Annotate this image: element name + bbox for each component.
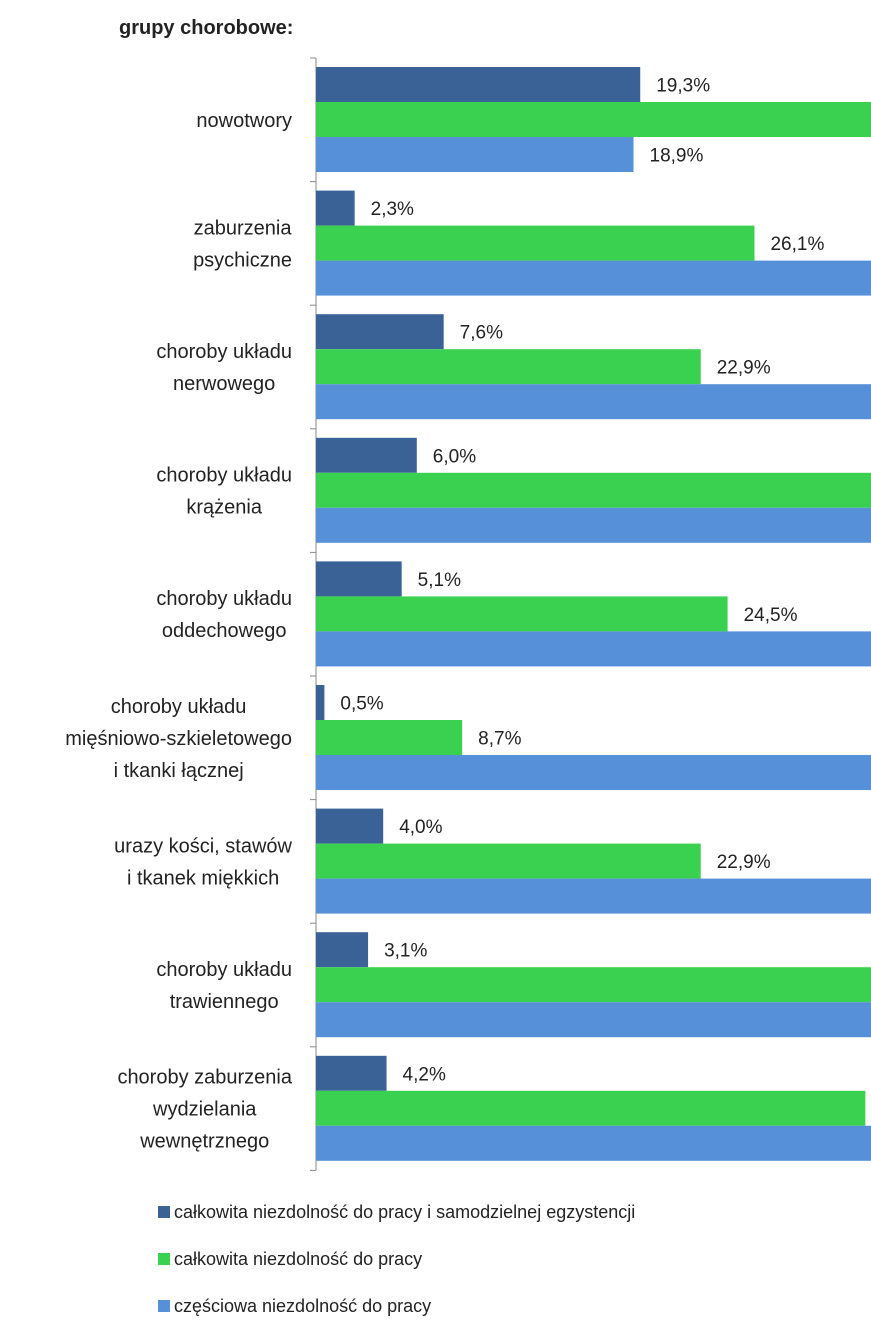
legend-swatch-2 [158, 1253, 170, 1265]
chart-title: grupy chorobowe: [119, 17, 294, 39]
bar-series-3-5 [316, 631, 871, 667]
category-label-2: zaburzenia psychiczne [193, 217, 292, 271]
bar-series-2-2 [316, 225, 755, 261]
value-label-series-1-2: 2,3% [371, 199, 414, 220]
value-label-series-2-5: 24,5% [744, 605, 798, 626]
value-label-series-1-5: 5,1% [418, 570, 461, 591]
value-label-series-2-7: 22,9% [717, 852, 771, 873]
bar-chart: 19,3%61,8%18,9%nowotwory2,3%26,1%71,6%za… [65, 57, 871, 1171]
value-label-series-1-4: 6,0% [433, 446, 476, 467]
bar-series-2-5 [316, 596, 728, 632]
bar-series-2-7 [316, 843, 701, 879]
legend-label-3: częściowa niezdolność do pracy [174, 1295, 432, 1316]
value-label-series-1-1: 19,3% [656, 76, 710, 97]
bar-series-3-4 [316, 507, 871, 543]
bar-series-3-1 [316, 137, 634, 172]
legend-label-1: całkowita niezdolność do pracy i samodzi… [174, 1201, 636, 1222]
bar-series-2-1 [316, 102, 871, 137]
bar-series-2-6 [316, 720, 463, 755]
value-label-series-2-3: 22,9% [717, 358, 771, 379]
category-label-4: choroby układu krążenia [156, 465, 292, 519]
bar-series-1-2 [316, 190, 355, 226]
category-label-1: nowotwory [196, 110, 292, 132]
legend-swatch-1 [158, 1206, 170, 1218]
value-label-series-2-2: 26,1% [770, 234, 824, 255]
value-label-series-1-7: 4,0% [399, 817, 442, 838]
value-label-series-1-3: 7,6% [460, 323, 503, 344]
legend-swatch-3 [158, 1300, 170, 1312]
bar-series-3-9 [316, 1125, 871, 1161]
bar-series-2-3 [316, 349, 701, 385]
category-label-7: urazy kości, stawów i tkanek miękkich [114, 835, 292, 889]
bar-series-1-3 [316, 314, 444, 350]
bar-series-2-8 [316, 967, 871, 1003]
bar-series-1-5 [316, 561, 402, 597]
bar-series-2-4 [316, 472, 871, 508]
legend-label-2: całkowita niezdolność do pracy [174, 1248, 423, 1269]
bar-series-1-9 [316, 1055, 387, 1091]
category-label-9: choroby zaburzenia wydzielania wewnętrzneg… [117, 1067, 292, 1153]
category-label-6: choroby układu mięśniowo-szkieletowego i t… [65, 696, 292, 782]
bar-series-1-4 [316, 437, 417, 473]
category-label-5: choroby układu oddechowego [156, 588, 292, 642]
value-label-series-1-8: 3,1% [384, 941, 427, 962]
bar-series-2-9 [316, 1090, 866, 1126]
value-label-series-2-6: 8,7% [478, 729, 521, 750]
bar-series-3-2 [316, 260, 871, 296]
category-label-3: choroby układu nerwowego [156, 341, 292, 395]
bar-series-1-6 [316, 685, 325, 720]
bar-series-3-7 [316, 878, 871, 914]
value-label-series-1-6: 0,5% [340, 694, 383, 715]
bar-series-3-8 [316, 1002, 871, 1038]
category-label-8: choroby układu trawiennego [156, 959, 292, 1013]
value-label-series-1-9: 4,2% [403, 1064, 446, 1085]
bar-series-1-1 [316, 67, 641, 102]
bar-series-3-3 [316, 384, 871, 420]
bar-series-3-6 [316, 755, 871, 790]
legend-item-2: całkowita niezdolność do pracy [158, 1247, 635, 1271]
bar-series-1-7 [316, 808, 384, 844]
legend: całkowita niezdolność do pracy i samodzi… [158, 1200, 635, 1341]
legend-item-3: częściowa niezdolność do pracy [158, 1294, 635, 1318]
legend-item-1: całkowita niezdolność do pracy i samodzi… [158, 1200, 635, 1224]
bar-series-1-8 [316, 932, 369, 968]
value-label-series-3-1: 18,9% [650, 146, 704, 167]
